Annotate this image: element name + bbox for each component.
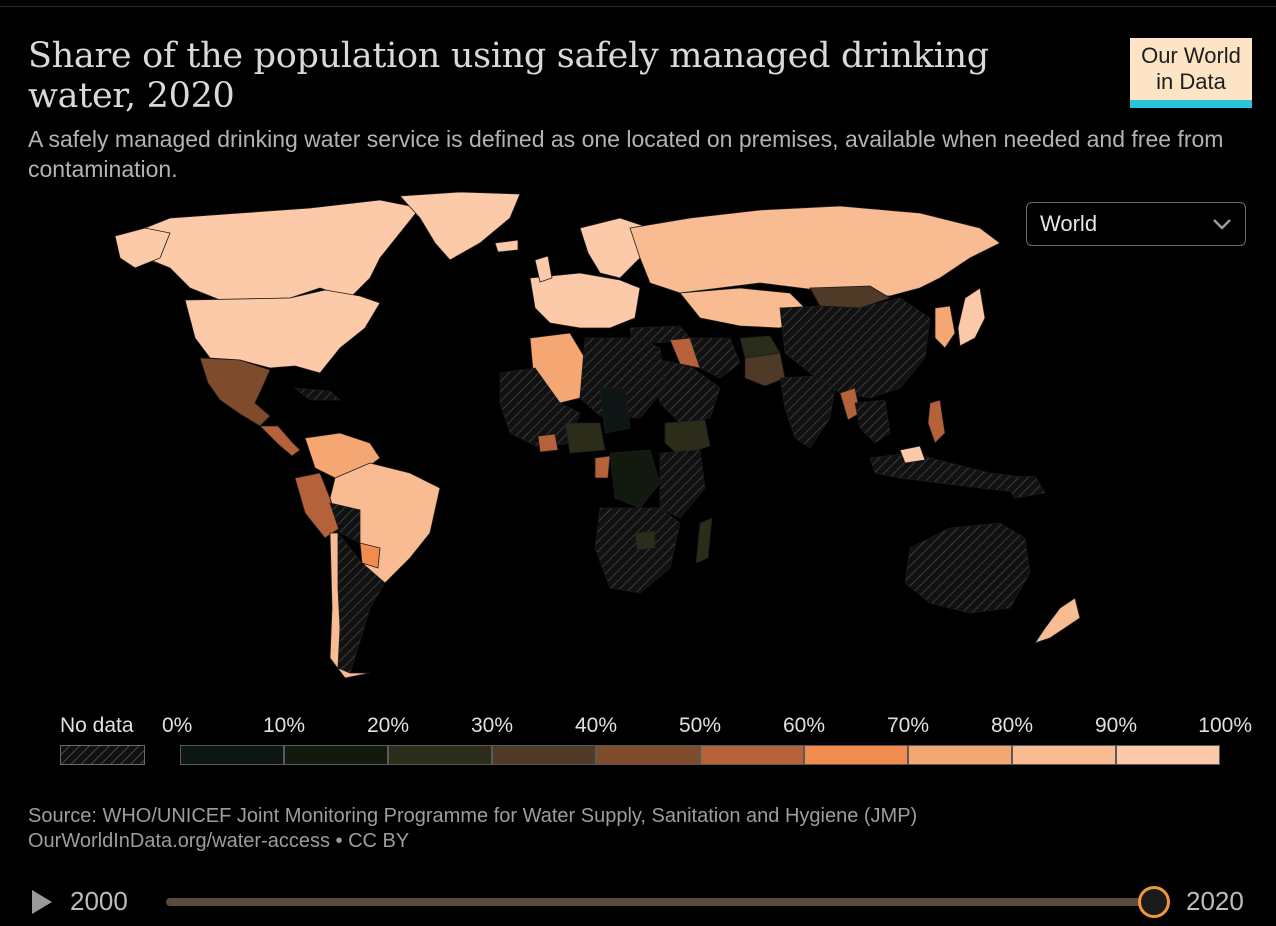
legend-tick-label: 20% [366,714,410,737]
legend-tick-label: 40% [574,714,618,737]
country-china[interactable] [779,297,931,399]
chart-title: Share of the population using safely man… [28,36,989,116]
country-india[interactable] [779,375,836,449]
legend-tick-label: 90% [1094,714,1138,737]
logo-line-1: Our World [1141,43,1241,68]
legend-bin-3[interactable] [492,745,596,765]
country-australia[interactable] [904,522,1031,614]
country-southern-africa[interactable] [594,507,681,594]
country-chad[interactable] [599,387,631,434]
legend-bin-4[interactable] [596,745,700,765]
legend-bin-7[interactable] [908,745,1012,765]
chart-subtitle: A safely managed drinking water service … [28,126,1224,182]
country-ghana[interactable] [537,433,559,453]
country-east-africa[interactable] [659,449,706,519]
country-pakistan[interactable] [744,352,786,387]
legend-tick-label: 50% [678,714,722,737]
country-mongolia[interactable] [809,285,891,309]
country-canada[interactable] [119,199,421,301]
top-divider [0,6,1276,7]
color-legend: No data 0% 10% 20% 30% 40% 50% 60% 70% 80% 90% 100… [40,708,1270,778]
country-iraq[interactable] [669,337,701,369]
world-map[interactable] [40,188,1140,688]
legend-bin-9[interactable] [1116,745,1220,765]
legend-bin-1[interactable] [284,745,388,765]
legend-bin-5[interactable] [700,745,804,765]
region-selector-value: World [1040,211,1098,236]
country-greenland[interactable] [399,191,521,261]
legend-tick-label: 10% [262,714,306,737]
legend-tick-label: 0% [162,714,193,737]
source-note: Source: WHO/UNICEF Joint Monitoring Prog… [28,804,917,854]
country-usa[interactable] [184,289,381,374]
legend-tick-label: 100% [1198,714,1252,737]
legend-no-data-label: No data [60,714,134,737]
legend-tick-label: 60% [782,714,826,737]
timeline: 2000 2020 [0,876,1276,926]
play-icon[interactable] [30,888,54,916]
country-congo[interactable] [609,449,661,509]
legend-bin-6[interactable] [804,745,908,765]
country-paraguay[interactable] [359,542,381,569]
country-nigeria[interactable] [564,422,606,454]
country-philippines[interactable] [927,399,946,444]
country-indonesia[interactable] [869,452,1031,494]
country-gabon[interactable] [594,455,611,479]
legend-bin-0[interactable] [180,745,284,765]
country-madagascar[interactable] [695,517,713,564]
chevron-down-icon [1213,219,1231,230]
timeline-track[interactable] [166,898,1156,906]
country-saudi-arabia[interactable] [649,357,721,424]
legend-tick-label: 70% [886,714,930,737]
timeline-end-year: 2020 [1186,886,1244,916]
timeline-handle[interactable] [1138,886,1170,918]
country-papua-new-guinea[interactable] [999,475,1046,499]
owid-logo[interactable]: Our World in Data [1130,38,1252,108]
country-uk[interactable] [534,255,553,283]
country-russia[interactable] [629,205,1001,297]
logo-line-2: in Data [1156,69,1226,94]
country-alaska[interactable] [114,227,171,269]
country-chile[interactable] [329,532,371,679]
country-malaysia[interactable] [899,445,926,464]
country-central-america[interactable] [259,425,301,457]
source-line: Source: WHO/UNICEF Joint Monitoring Prog… [28,805,918,827]
legend-tick-label: 30% [470,714,514,737]
country-japan[interactable] [957,287,986,347]
country-southeast-asia[interactable] [854,399,891,444]
country-korea-japan[interactable] [934,305,956,349]
country-mexico[interactable] [199,357,271,427]
country-bolivia[interactable] [329,502,361,544]
country-cuba[interactable] [293,387,342,401]
legend-bin-2[interactable] [388,745,492,765]
timeline-start-year: 2000 [70,886,128,916]
legend-tick-label: 80% [990,714,1034,737]
country-new-zealand[interactable] [1034,597,1081,644]
legend-no-data-swatch[interactable] [60,745,145,765]
country-botswana[interactable] [634,530,656,551]
legend-bin-8[interactable] [1012,745,1116,765]
country-western-europe[interactable] [529,272,641,329]
country-iceland[interactable] [494,239,519,253]
region-selector[interactable]: World [1026,202,1246,246]
license-line[interactable]: OurWorldInData.org/water-access • CC BY [28,830,410,852]
